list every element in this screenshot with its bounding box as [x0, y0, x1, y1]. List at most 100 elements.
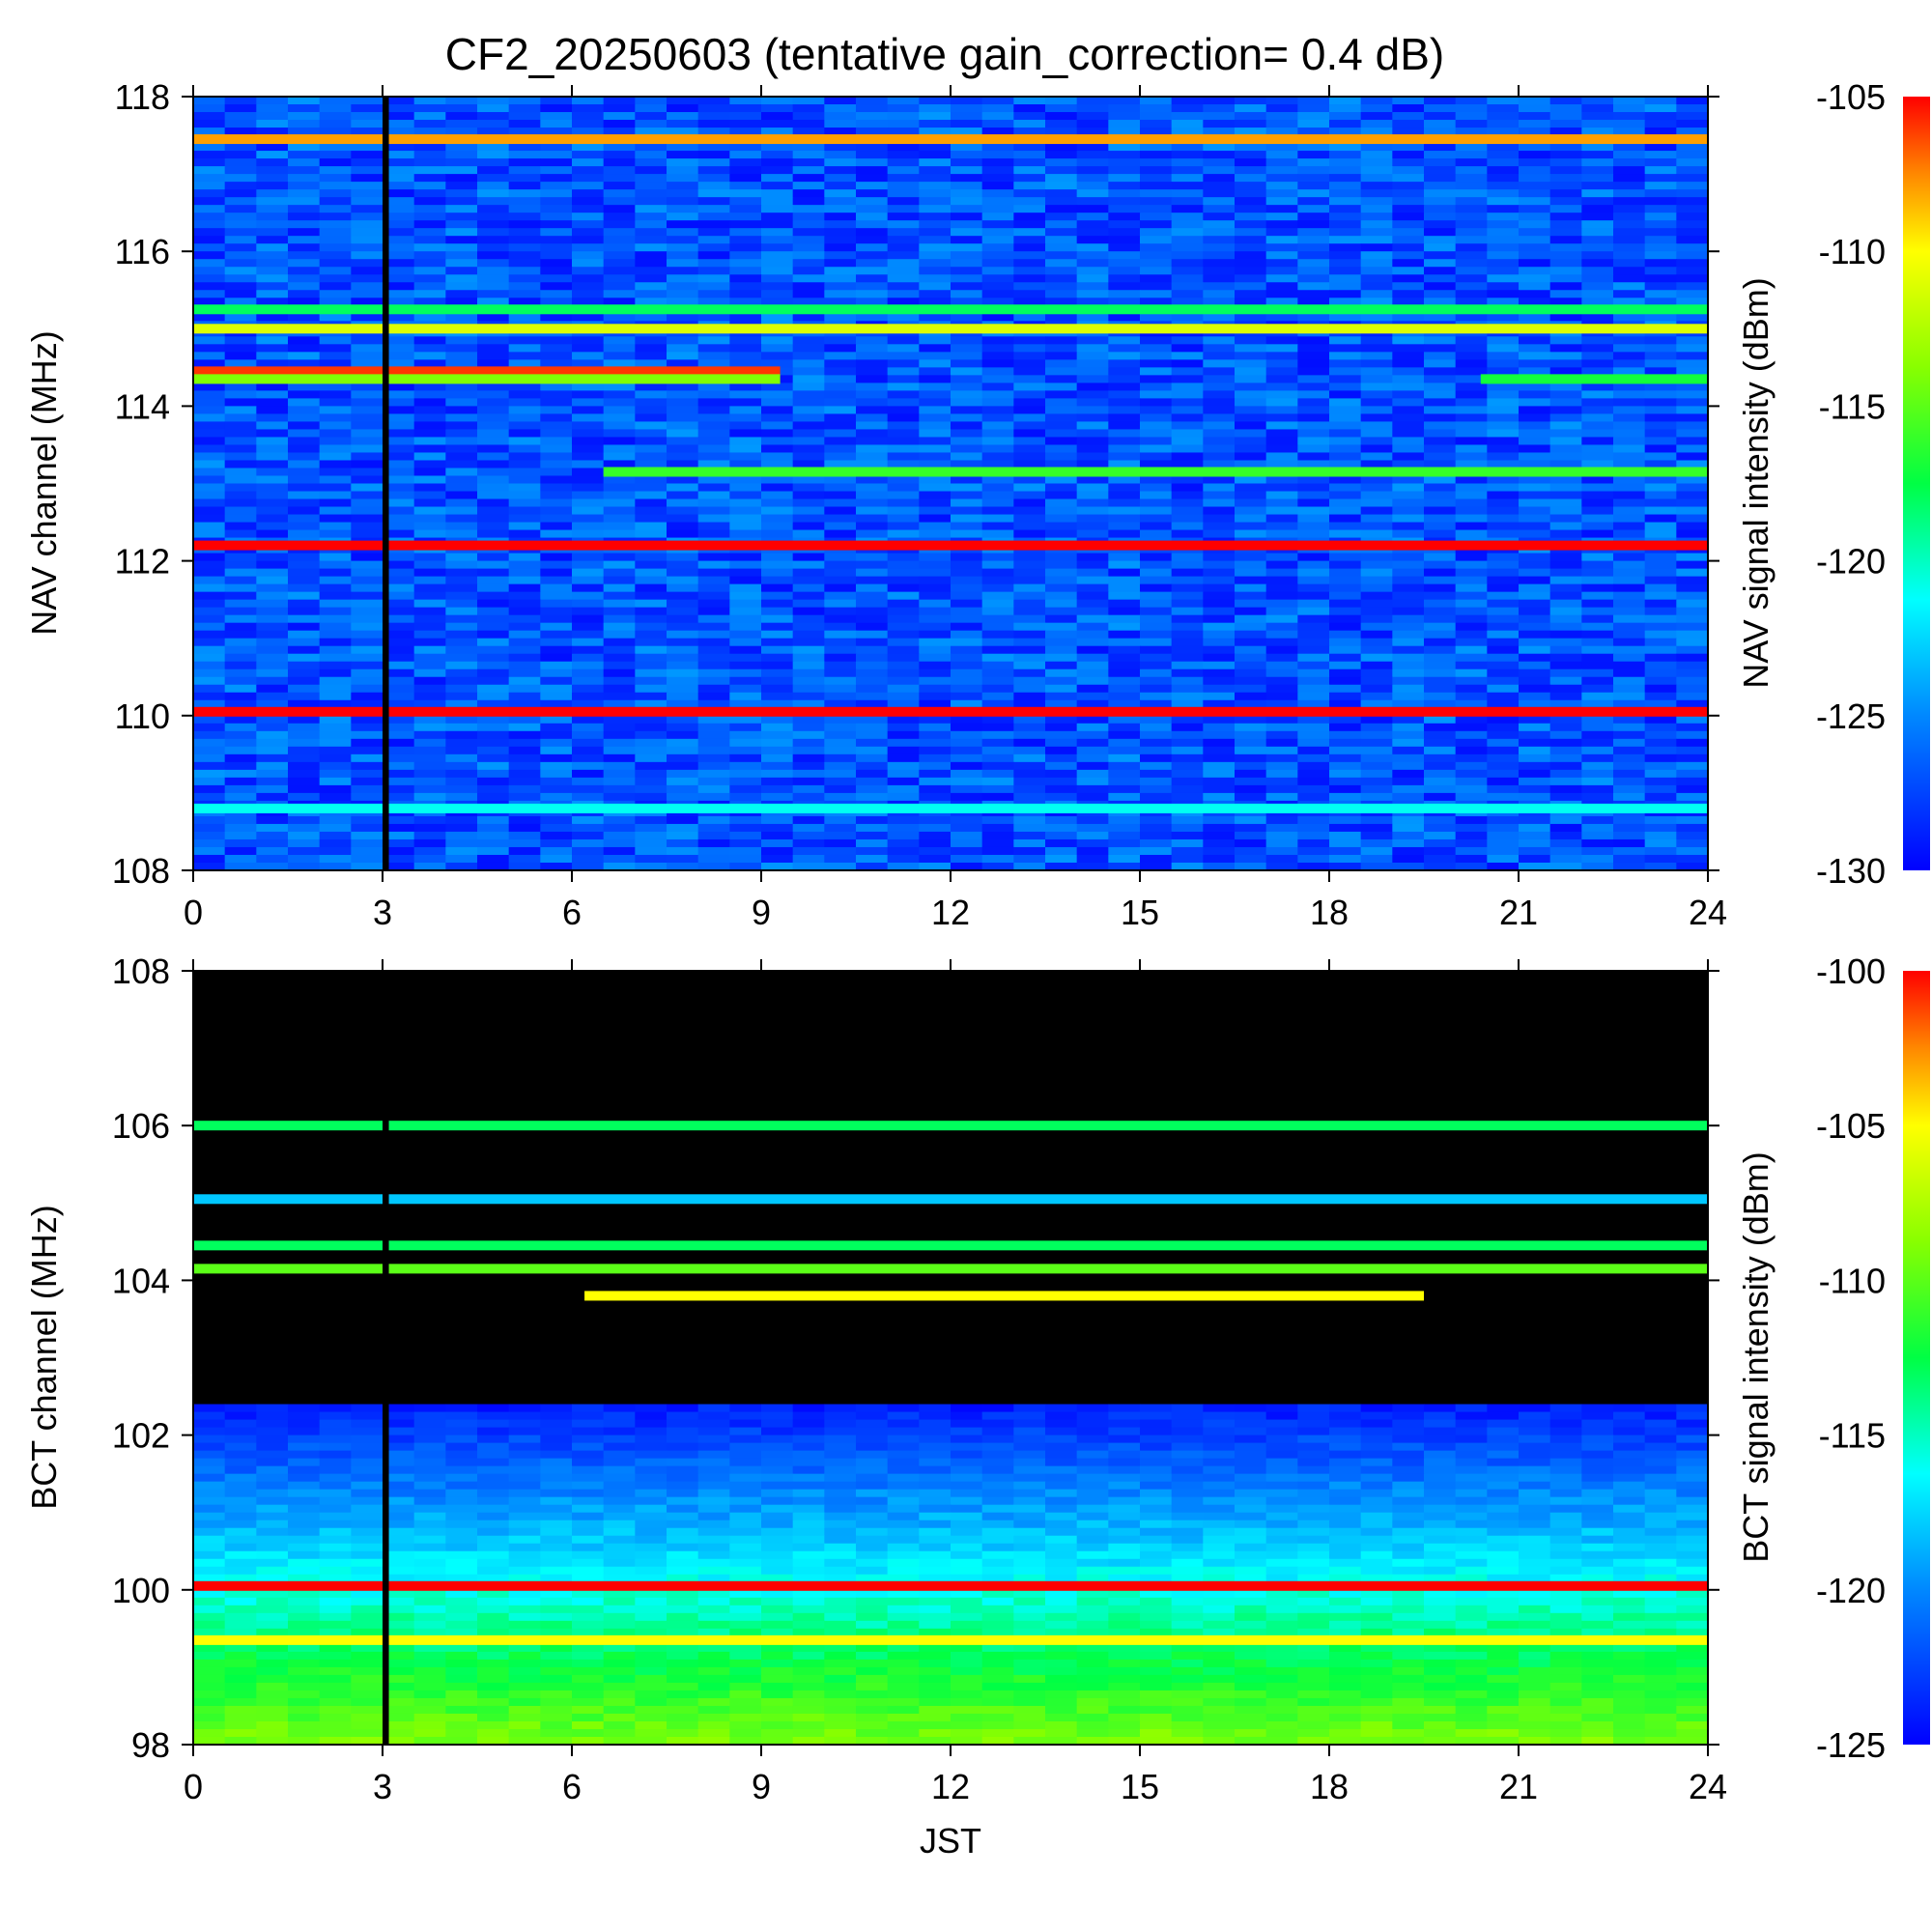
heatmap-cell [256, 158, 289, 167]
heatmap-cell [697, 120, 730, 128]
heatmap-cell [1360, 421, 1393, 431]
heatmap-cell [1076, 104, 1109, 113]
heatmap-cell [1329, 815, 1362, 825]
heatmap-cell [667, 274, 699, 283]
heatmap-cell [193, 182, 226, 190]
heatmap-cell [1329, 491, 1362, 500]
heatmap-cell [1171, 267, 1204, 275]
heatmap-cell [319, 599, 352, 609]
heatmap-cell [193, 553, 226, 562]
heatmap-cell [1045, 174, 1078, 183]
heatmap-cell [887, 792, 920, 802]
heatmap-cell [1360, 429, 1393, 439]
heatmap-cell [1644, 483, 1677, 493]
heatmap-cell [951, 220, 983, 229]
heatmap-cell [856, 344, 889, 353]
heatmap-cell [383, 838, 415, 848]
heatmap-cell [1013, 398, 1046, 407]
heatmap-cell [1013, 591, 1046, 601]
heatmap-cell [1455, 483, 1488, 493]
heatmap-cell [1549, 298, 1582, 306]
nav-x-ticks: 0 3 6 9 12 15 18 21 24 [184, 85, 1727, 932]
heatmap-cell [603, 313, 636, 322]
heatmap-cell [824, 723, 857, 732]
heatmap-cell [1613, 692, 1646, 701]
heatmap-cell [256, 444, 289, 454]
heatmap-cell [1424, 607, 1457, 616]
heatmap-cell [729, 676, 762, 686]
heatmap-cell [1519, 676, 1551, 686]
heatmap-cell [1203, 483, 1236, 493]
heatmap-cell [1424, 166, 1457, 175]
heatmap-cell [288, 684, 321, 694]
heatmap-cell [1297, 560, 1330, 570]
heatmap-cell [1108, 846, 1141, 856]
heatmap-cell [635, 444, 668, 454]
heatmap-cell [413, 583, 446, 593]
heatmap-cell [1171, 823, 1204, 833]
heatmap-cell [761, 746, 794, 755]
heatmap-cell [1297, 668, 1330, 678]
heatmap-cell [761, 344, 794, 353]
heatmap-cell [824, 676, 857, 686]
heatmap-cell [413, 854, 446, 864]
heatmap-cell [319, 143, 352, 152]
heatmap-cell [224, 274, 257, 283]
heatmap-cell [919, 699, 952, 709]
heatmap-cell [1171, 607, 1204, 616]
heatmap-cell [1613, 367, 1646, 376]
heatmap-cell [413, 398, 446, 407]
heatmap-cell [981, 668, 1014, 678]
heatmap-cell [792, 653, 825, 663]
heatmap-cell [319, 723, 352, 732]
heatmap-cell [383, 529, 415, 539]
heatmap-cell [193, 815, 226, 825]
heatmap-cell [383, 986, 415, 995]
heatmap-cell [1045, 166, 1078, 175]
y-tick-label: 116 [115, 232, 170, 271]
heatmap-cell [1360, 158, 1393, 167]
heatmap-cell [667, 676, 699, 686]
heatmap-cell [1644, 676, 1677, 686]
heatmap-cell [193, 336, 226, 345]
heatmap-cell [981, 723, 1014, 732]
heatmap-cell [761, 753, 794, 763]
heatmap-cell [224, 522, 257, 531]
heatmap-cell [1581, 738, 1614, 748]
heatmap-cell [951, 143, 983, 152]
heatmap-cell [697, 784, 730, 794]
heatmap-cell [1676, 838, 1709, 848]
heatmap-cell [667, 738, 699, 748]
heatmap-cell [697, 668, 730, 678]
heatmap-cell [1392, 228, 1425, 237]
heatmap-cell [540, 761, 573, 771]
heatmap-cell [635, 344, 668, 353]
heatmap-cell [351, 979, 384, 987]
heatmap-cell [1549, 413, 1582, 423]
heatmap-cell [1644, 290, 1677, 298]
heatmap-cell [508, 553, 541, 562]
heatmap-cell [572, 777, 605, 786]
heatmap-cell [635, 661, 668, 670]
heatmap-cell [1360, 645, 1393, 655]
heatmap-cell [256, 421, 289, 431]
heatmap-cell [1360, 854, 1393, 864]
heatmap-cell [1487, 846, 1520, 856]
heatmap-cell [1455, 792, 1488, 802]
heatmap-cell [1487, 259, 1520, 268]
heatmap-cell [351, 259, 384, 268]
heatmap-cell [1108, 352, 1141, 360]
heatmap-cell [413, 723, 446, 732]
heatmap-cell [508, 483, 541, 493]
heatmap-cell [477, 390, 510, 399]
heatmap-cell [1519, 251, 1551, 260]
heatmap-cell [1644, 104, 1677, 113]
heatmap-cell [603, 267, 636, 275]
heatmap-cell [729, 979, 762, 987]
heatmap-cell [603, 352, 636, 360]
heatmap-cell [1265, 645, 1298, 655]
heatmap-cell [1549, 406, 1582, 415]
heatmap-cell [351, 468, 384, 477]
heatmap-cell [792, 444, 825, 454]
heatmap-cell [1329, 475, 1362, 485]
